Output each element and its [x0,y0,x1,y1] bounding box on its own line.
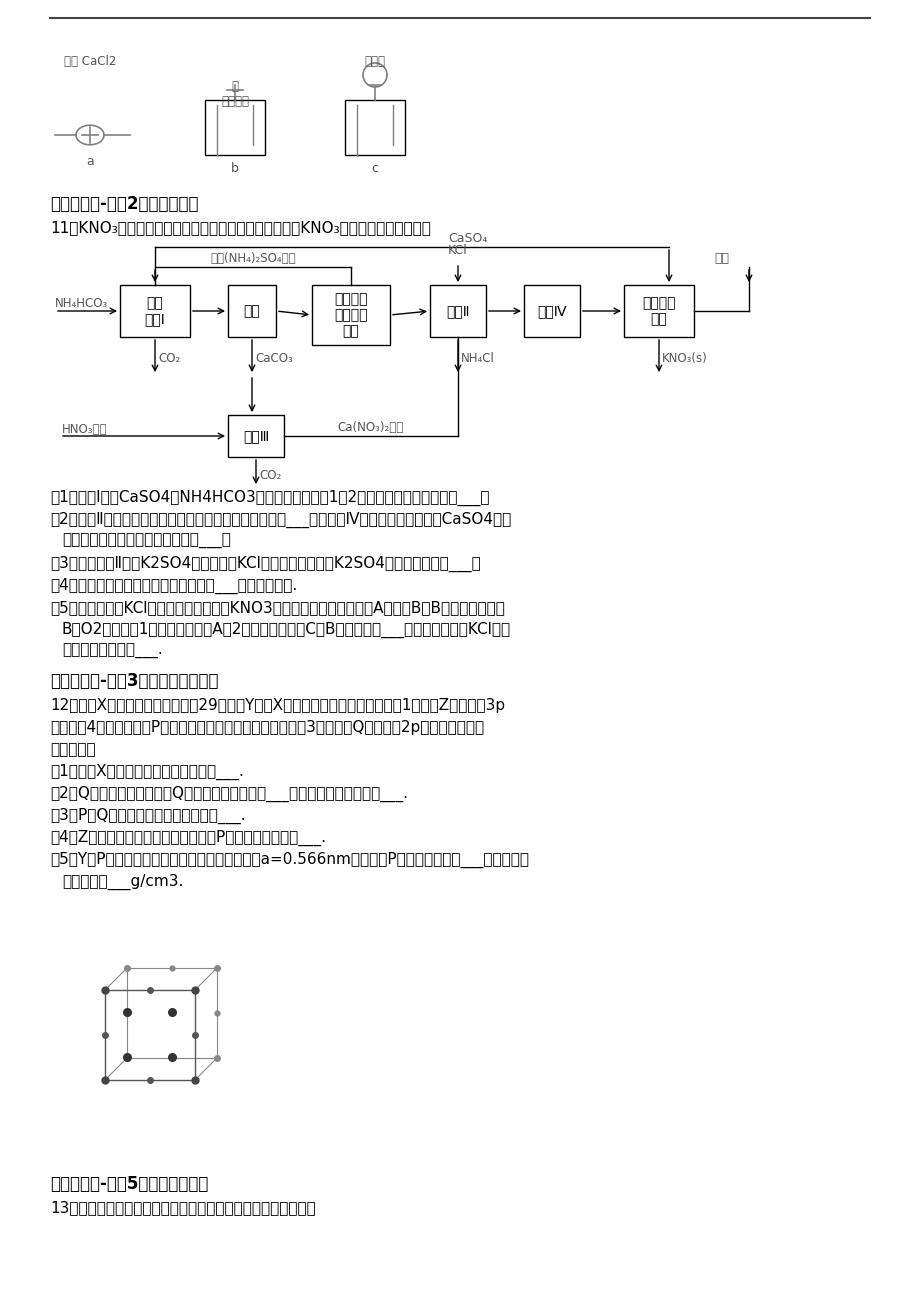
Bar [312,285,390,345]
Text: 轨道上有4个电子，元素P原子最外层电子数是其内层电子数的3倍，元素Q基态原子2p半充满．请回答: 轨道上有4个电子，元素P原子最外层电子数是其内层电子数的3倍，元素Q基态原子2p… [50,720,483,736]
Text: （2）Q的气态氢化物分子中Q原子轨道杂化类型是___，该分子的空间构型为___.: （2）Q的气态氢化物分子中Q原子轨道杂化类型是___，该分子的空间构型为___. [50,786,407,802]
Text: NH₄HCO₃: NH₄HCO₃ [55,297,108,310]
Bar [623,285,693,337]
Text: 滤液: 滤液 [713,253,728,266]
Bar [228,415,284,457]
Text: （5）Y与P形成的化合物晶体结构如图，晶胞参数a=0.566nm，晶胞中P原子的配位数为___，计算该晶: （5）Y与P形成的化合物晶体结构如图，晶胞参数a=0.566nm，晶胞中P原子的… [50,852,528,868]
Text: CO₂: CO₂ [259,469,281,482]
Text: （1）写出X基态原子的核外电子排布式___.: （1）写出X基态原子的核外电子排布式___. [50,764,244,780]
Text: 冷却结晶
过滤: 冷却结晶 过滤 [641,296,675,326]
Text: 反应Ⅲ: 反应Ⅲ [243,428,269,443]
Text: b: b [231,161,239,174]
Bar [228,285,276,337]
Text: 反应Ⅱ: 反应Ⅱ [446,303,470,318]
Text: NH₄Cl: NH₄Cl [460,352,494,365]
Text: CaCO₃: CaCO₃ [255,352,292,365]
Text: （5）将硝酸与浓KCl溶液混合，也可得到KNO3，同时生成等体积的气体A和气体B．B是三原子分子，: （5）将硝酸与浓KCl溶液混合，也可得到KNO3，同时生成等体积的气体A和气体B… [50,600,505,615]
Bar [119,285,190,337]
Text: c: c [371,161,378,174]
Text: （4）整个流程中，可循环利用的物质有___（填化学式）.: （4）整个流程中，可循环利用的物质有___（填化学式）. [50,578,297,594]
Bar [205,100,265,155]
Text: 搅拌
反应Ⅰ: 搅拌 反应Ⅰ [144,296,165,326]
Text: 反应的化学方程式___.: 反应的化学方程式___. [62,644,163,659]
Text: KNO₃(s): KNO₃(s) [662,352,707,365]
Text: 下列问题：: 下列问题： [50,742,96,756]
Text: a: a [86,155,94,168]
Bar [345,100,404,155]
Text: 反应Ⅳ: 反应Ⅳ [537,303,566,318]
Bar [524,285,579,337]
Text: （2）反应Ⅱ需在干态、加热的条件下进行，加热的目的是___；从反应Ⅳ所得混合物中分离出CaSO4的方: （2）反应Ⅱ需在干态、加热的条件下进行，加热的目的是___；从反应Ⅳ所得混合物中… [50,512,511,529]
Text: 12．元素X基态原子核外电子数为29，元素Y位于X的前一周期且最外层电子数为1，元素Z基态原子3p: 12．元素X基态原子核外电子数为29，元素Y位于X的前一周期且最外层电子数为1，… [50,698,505,713]
Text: 法是趁热过滤，趁热过滤的目的是___；: 法是趁热过滤，趁热过滤的目的是___； [62,534,231,549]
Text: 五、【化学-选修5有机化学基础】: 五、【化学-选修5有机化学基础】 [50,1174,208,1193]
Text: 氢氧化液: 氢氧化液 [221,95,249,108]
Text: 蒸发浓缩
冷却结晶
过滤: 蒸发浓缩 冷却结晶 过滤 [334,292,368,339]
Text: 11．KNO₃是重要的化工产品，下面是一种已获得专利的KNO₃制备方法的主要步骤：: 11．KNO₃是重要的化工产品，下面是一种已获得专利的KNO₃制备方法的主要步骤… [50,220,430,234]
Text: 体的密度为___g/cm3.: 体的密度为___g/cm3. [62,874,183,891]
Text: HNO₃溶液: HNO₃溶液 [62,423,108,436]
Text: （1）反应Ⅰ中，CaSO4与NH4HCO3的物质的量之比为1：2，该反应的化学方程式为___；: （1）反应Ⅰ中，CaSO4与NH4HCO3的物质的量之比为1：2，该反应的化学方… [50,490,489,506]
Text: 三、【化学-选修2化学与技术】: 三、【化学-选修2化学与技术】 [50,195,199,214]
Text: （3）检验反应Ⅱ所得K2SO4中是否混有KCl的方法是：取少量K2SO4样品溶解于水，___；: （3）检验反应Ⅱ所得K2SO4中是否混有KCl的方法是：取少量K2SO4样品溶解… [50,556,481,572]
Text: KCl: KCl [448,243,468,256]
Text: Ca(NO₃)₂溶液: Ca(NO₃)₂溶液 [337,421,403,434]
Text: 13．一种用于治疗高血脂的新药－－灭脂灵可按如下路线合成：: 13．一种用于治疗高血脂的新药－－灭脂灵可按如下路线合成： [50,1200,315,1215]
Text: 过滤: 过滤 [244,303,260,318]
Text: （3）P与Q的第一电离能的大小关系为___.: （3）P与Q的第一电离能的大小关系为___. [50,809,245,824]
Text: 无水 CaCl2: 无水 CaCl2 [63,55,116,68]
Text: 浓硫酸: 浓硫酸 [364,55,385,68]
Text: 饱和(NH₄)₂SO₄母液: 饱和(NH₄)₂SO₄母液 [210,253,296,266]
Text: CO₂: CO₂ [158,352,180,365]
Bar [429,285,485,337]
Text: B与O2反应生成1体积黄绿色气体A和2体积红棕色气体C．B的分子式为___，写出硝酸与浓KCl溶液: B与O2反应生成1体积黄绿色气体A和2体积红棕色气体C．B的分子式为___，写出… [62,622,511,638]
Text: 四、【化学-选修3物质结构与性质】: 四、【化学-选修3物质结构与性质】 [50,672,219,690]
Text: （4）Z的氧化物在乙醇中的溶解度小于P的氧化物的原因是___.: （4）Z的氧化物在乙醇中的溶解度小于P的氧化物的原因是___. [50,829,325,846]
Text: CaSO₄: CaSO₄ [448,232,487,245]
Text: 水: 水 [232,79,238,92]
